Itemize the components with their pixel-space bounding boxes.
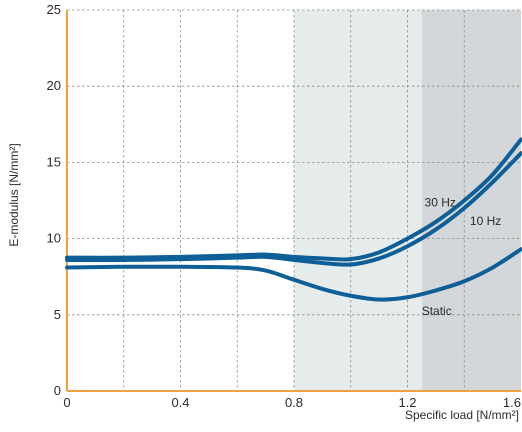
shaded-region-1 (294, 10, 422, 391)
series-lines (65, 137, 522, 302)
y-tick-label: 25 (47, 2, 61, 17)
x-axis-title: Specific load [N/mm²] (405, 408, 519, 422)
y-axis-title: E-modulus [N/mm²] (7, 143, 21, 246)
x-tick-label: 0.4 (171, 395, 189, 410)
tick-labels: 0 0.4 0.8 1.2 1.6 0 5 10 15 20 25 (47, 2, 521, 410)
series-label-static: Static (422, 304, 452, 318)
series-label-10-hz: 10 Hz (470, 214, 501, 228)
series-line-10-hz (65, 151, 522, 267)
axes (66, 10, 521, 392)
y-tick-label: 15 (47, 154, 61, 169)
series-label-30-hz: 30 Hz (425, 196, 456, 210)
y-tick-label: 20 (47, 78, 61, 93)
y-tick-label: 5 (54, 307, 61, 322)
y-tick-label: 10 (47, 231, 61, 246)
series-line-30-hz (65, 137, 522, 262)
x-tick-label: 0 (63, 395, 70, 410)
series-labels: 30 Hz 10 Hz Static (422, 196, 502, 318)
x-tick-label: 1.6 (503, 395, 521, 410)
y-tick-label: 0 (54, 383, 61, 398)
series-line-static (65, 247, 522, 302)
x-tick-label: 0.8 (285, 395, 303, 410)
x-tick-label: 1.2 (398, 395, 416, 410)
